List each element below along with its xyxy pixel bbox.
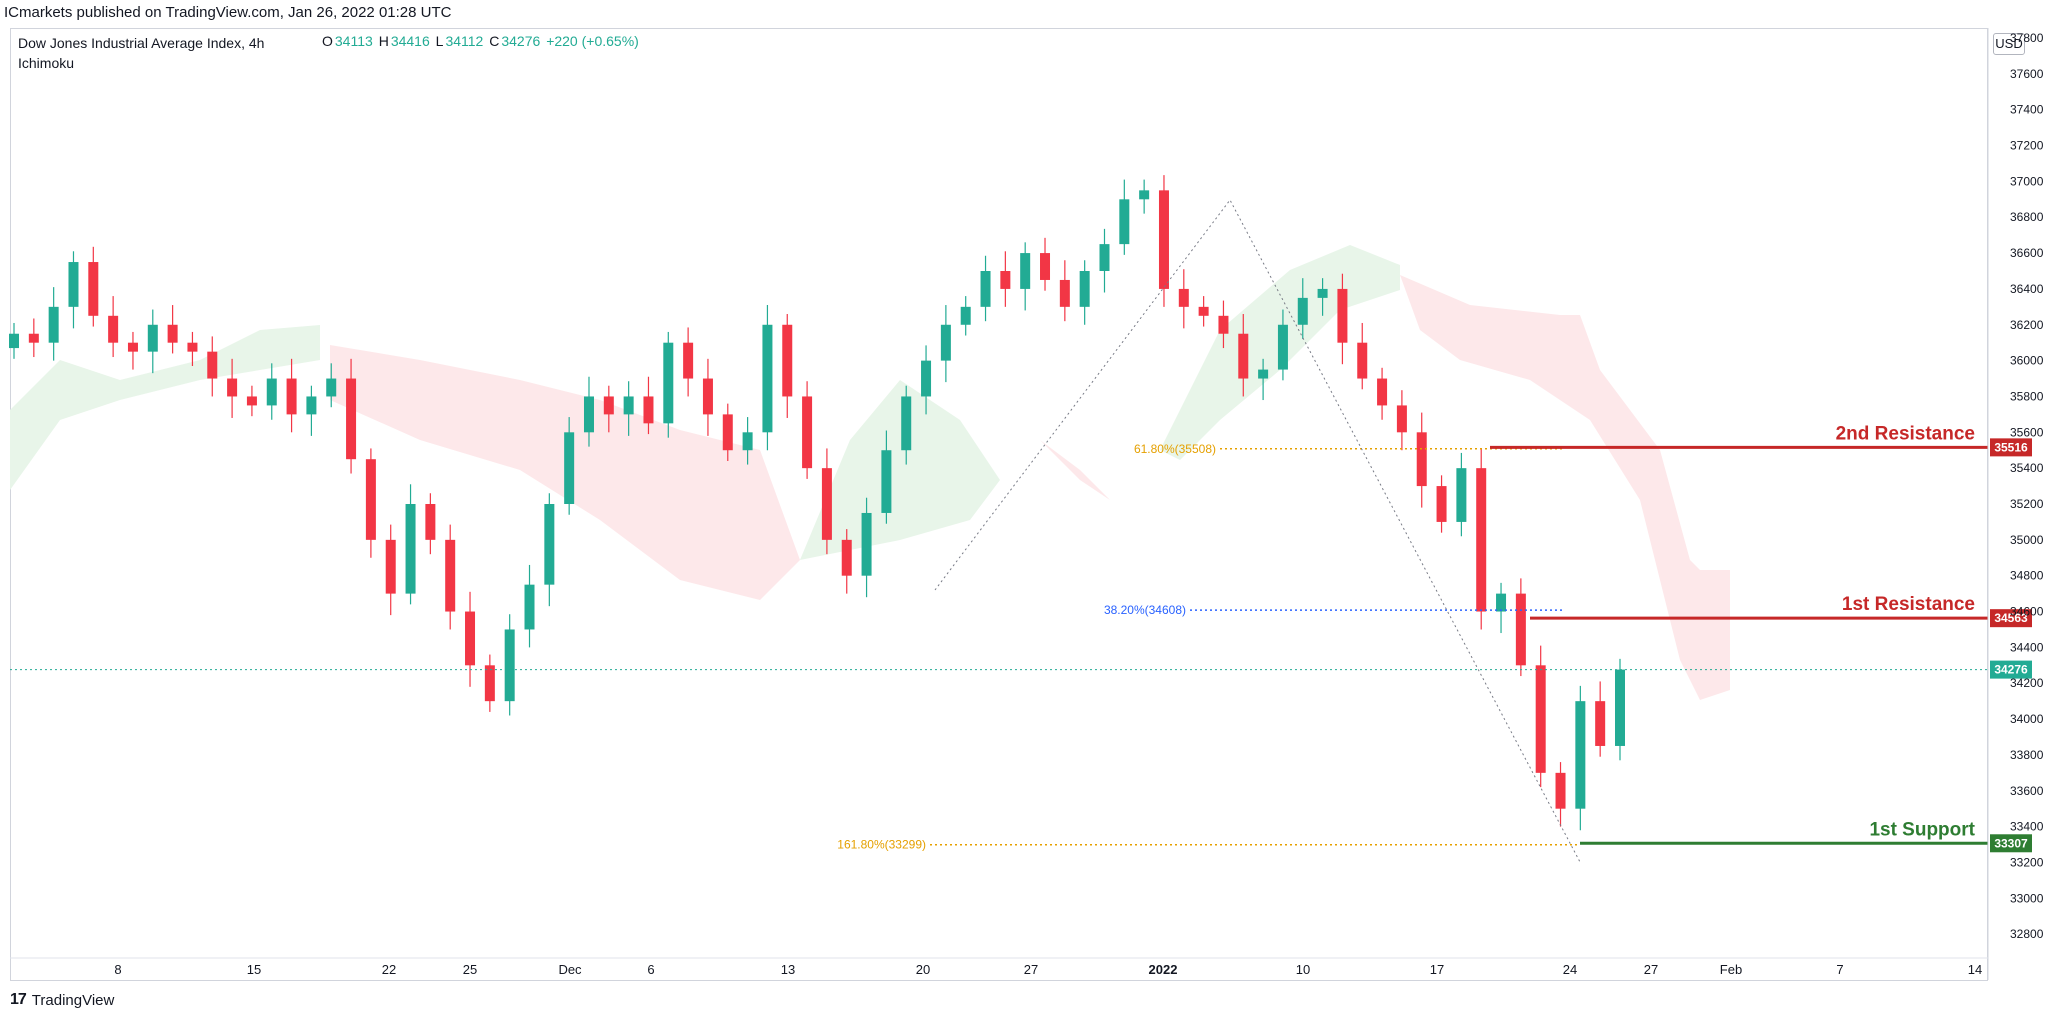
y-tick-label: 33400 [2010, 820, 2044, 834]
y-tick-label: 34200 [2010, 676, 2044, 690]
chart-frame[interactable] [10, 28, 1988, 981]
symbol-title[interactable]: Dow Jones Industrial Average Index, 4h [18, 35, 265, 51]
open-value: 34113 [334, 33, 373, 49]
level-price-label: 34563 [1994, 611, 2028, 625]
low-label: L [435, 33, 444, 49]
footer-brand: TradingView [31, 991, 115, 1009]
ohlc-readout: O 34113 H 34416 L 34112 C 34276 +220 (+0.65%… [322, 33, 641, 49]
low-value: 34112 [445, 33, 484, 49]
close-value: 34276 [501, 33, 541, 49]
y-tick-label: 36400 [2010, 282, 2044, 296]
y-tick-label: 33200 [2010, 855, 2044, 869]
tradingview-footer[interactable]: 17 TradingView [10, 991, 114, 1009]
y-tick-label: 36000 [2010, 354, 2044, 368]
chart-legend: Dow Jones Industrial Average Index, 4h I… [18, 33, 264, 73]
y-tick-label: 37000 [2010, 174, 2044, 188]
y-tick-label: 35800 [2010, 389, 2044, 403]
y-tick-label: 34000 [2010, 712, 2044, 726]
publisher-header: ICmarkets published on TradingView.com, … [4, 4, 452, 21]
level-price-badge [1990, 834, 2032, 853]
level-price-label: 33307 [1994, 836, 2028, 850]
level-price-badge [1990, 438, 2032, 457]
tradingview-logo-icon: 17 [10, 991, 27, 1008]
close-label: C [489, 33, 500, 49]
y-tick-label: 34400 [2010, 640, 2044, 654]
y-tick-label: 37600 [2010, 67, 2044, 81]
y-tick-label: 33800 [2010, 748, 2044, 762]
y-tick-label: 32800 [2010, 927, 2044, 941]
y-tick-label: 35400 [2010, 461, 2044, 475]
open-label: O [322, 33, 333, 49]
currency-button[interactable]: USD [1993, 33, 2025, 55]
y-tick-label: 36800 [2010, 210, 2044, 224]
current-price-badge [1990, 660, 2032, 679]
level-price-label: 35516 [1994, 440, 2028, 454]
y-tick-label: 36200 [2010, 318, 2044, 332]
high-label: H [378, 33, 389, 49]
y-tick-label: 34600 [2010, 605, 2044, 619]
y-tick-label: 33600 [2010, 784, 2044, 798]
indicator-label[interactable]: Ichimoku [18, 55, 75, 71]
y-tick-label: 37400 [2010, 103, 2044, 117]
y-tick-label: 35600 [2010, 425, 2044, 439]
price-axis: 32800 33000 33200 33400 33600 33800 34000 34200… [1987, 28, 2044, 980]
y-tick-label: 35000 [2010, 533, 2044, 547]
y-tick-label: 35200 [2010, 497, 2044, 511]
high-value: 34416 [390, 33, 430, 49]
y-tick-label: 33000 [2010, 891, 2044, 905]
y-tick-label: 36600 [2010, 246, 2044, 260]
change-value: +220 (+0.65%) [546, 33, 639, 49]
y-tick-label: 34800 [2010, 569, 2044, 583]
y-tick-label: 37200 [2010, 139, 2044, 153]
current-price-label: 34276 [1994, 663, 2028, 677]
level-price-badge [1990, 609, 2032, 628]
